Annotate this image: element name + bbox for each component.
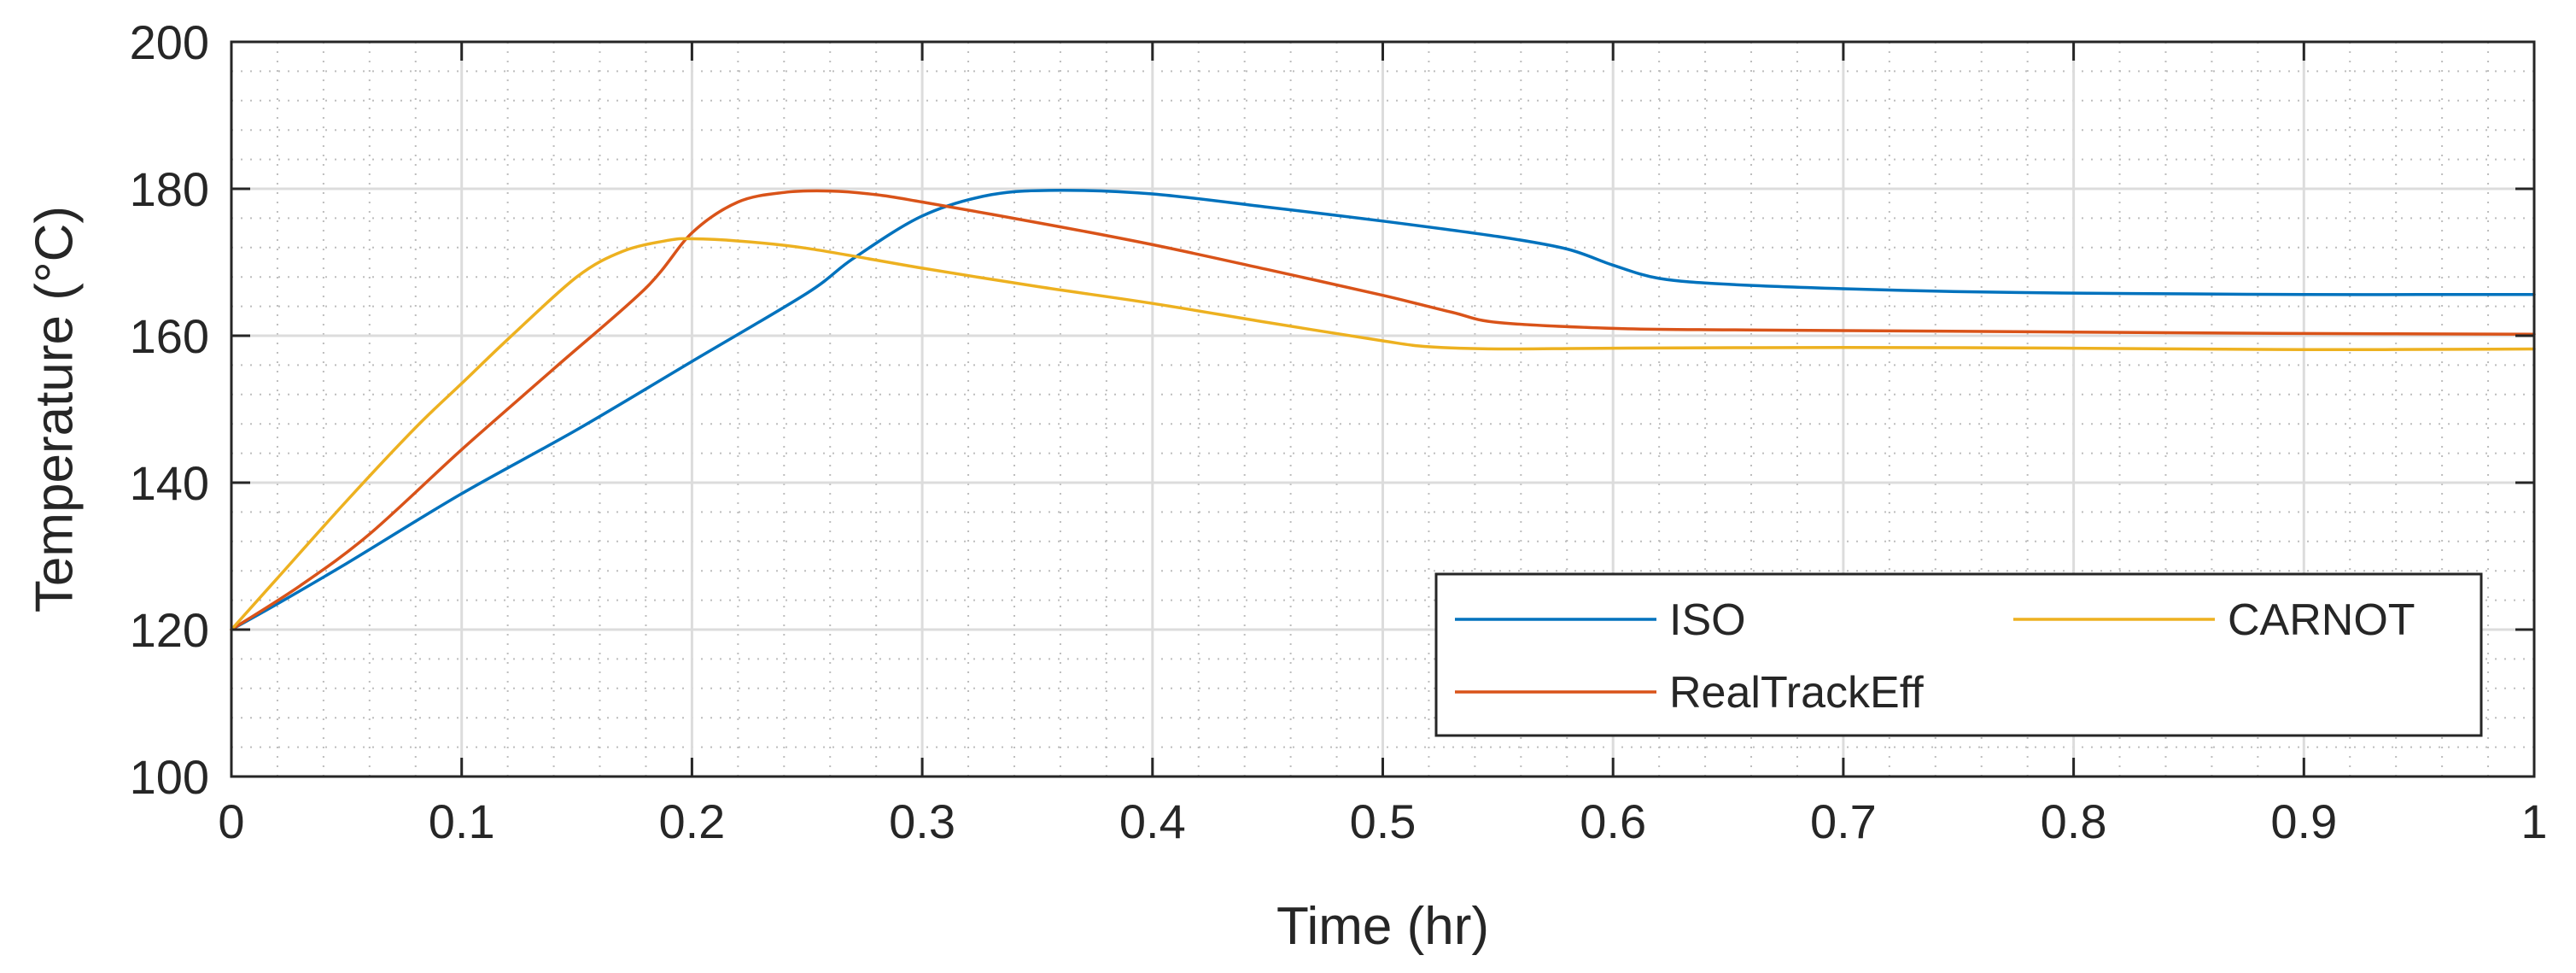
y-tick-label: 180 (130, 162, 209, 216)
major-grid (231, 42, 2534, 777)
x-tick-labels: 0 0.1 0.2 0.3 0.4 0.5 0.6 0.7 0.8 0.9 1 (218, 794, 2547, 848)
x-tick-label: 0.6 (1580, 794, 1646, 848)
x-tick-label: 1 (2521, 794, 2547, 848)
y-tick-label: 120 (130, 603, 209, 657)
y-axis-label: Temperature (°C) (25, 206, 84, 613)
x-tick-label: 0.7 (1810, 794, 1877, 848)
y-tick-label: 160 (130, 309, 209, 363)
x-tick-label: 0.8 (2041, 794, 2107, 848)
legend-box (1434, 572, 2483, 737)
y-tick-labels: 100 120 140 160 180 200 (130, 15, 209, 804)
axis-ticks (230, 40, 2536, 778)
series-line-iso (230, 188, 2536, 631)
x-tick-label: 0.9 (2270, 794, 2337, 848)
series-lines (230, 188, 2536, 631)
legend-label-realtrackeff: RealTrackEff (1669, 668, 1924, 718)
legend: ISO RealTrackEff CARNOT (1434, 572, 2483, 737)
y-tick-label: 140 (130, 456, 209, 510)
x-tick-label: 0.1 (429, 794, 495, 848)
x-tick-label: 0.3 (889, 794, 955, 848)
y-tick-label: 100 (130, 750, 209, 804)
series-line-realtrackeff (230, 189, 2536, 631)
x-axis-label: Time (hr) (1276, 897, 1489, 956)
series-line-carnot (230, 237, 2536, 631)
x-tick-label: 0.5 (1350, 794, 1417, 848)
x-tick-label: 0.4 (1119, 794, 1186, 848)
x-tick-label: 0.2 (658, 794, 725, 848)
x-tick-label: 0 (218, 794, 244, 848)
legend-label-carnot: CARNOT (2228, 595, 2415, 645)
legend-label-iso: ISO (1669, 595, 1746, 645)
y-tick-label: 200 (130, 15, 209, 69)
